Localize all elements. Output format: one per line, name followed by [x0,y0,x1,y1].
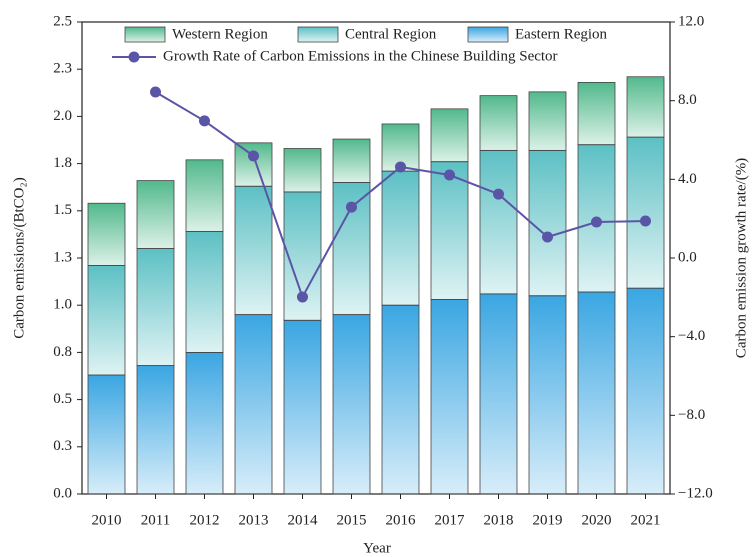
bar [626,287,665,495]
bar [185,159,224,232]
line-marker [493,188,504,200]
line-marker [297,291,308,303]
y2-tick-label: −8.0 [678,407,705,423]
line-marker [395,161,406,173]
bar [479,293,518,495]
bar [87,374,126,495]
x-tick-label: 2021 [631,512,661,528]
x-tick-label: 2012 [190,512,220,528]
bar [430,108,469,163]
bar [185,231,224,353]
bar [577,291,616,495]
bar [626,136,665,289]
legend-label: Growth Rate of Carbon Emissions in the C… [163,48,558,64]
y2-tick-label: 8.0 [678,92,697,108]
bar [283,148,322,193]
x-tick-label: 2015 [337,512,367,528]
y-tick-label: 0.5 [53,391,72,407]
bar [479,95,518,151]
bar [87,202,126,266]
y-tick-label: 2.3 [53,61,72,77]
legend-swatch [124,26,166,43]
y2-axis-label: Carbon emission growth rate/(%) [733,158,749,358]
legend-label: Western Region [172,26,268,42]
x-axis-label: Year [363,540,391,556]
bar [626,76,665,138]
y-tick-label: 0.0 [53,485,72,501]
legend-swatch [297,26,339,43]
line-marker [542,231,553,243]
bar [87,265,126,376]
bar [479,149,518,295]
bar [430,161,469,300]
y2-tick-label: −12.0 [678,485,713,501]
bar [332,138,371,183]
x-tick-label: 2010 [92,512,122,528]
line-marker [199,115,210,127]
y-tick-label: 2.5 [53,13,72,29]
y-axis-label: Carbon emissions/(BtCO₂) [11,177,27,338]
bar [430,299,469,495]
x-tick-label: 2016 [386,512,417,528]
y-tick-label: 1.8 [53,155,72,171]
bar [234,185,273,316]
bar [136,248,175,367]
bar [381,170,420,306]
x-tick-label: 2017 [435,512,466,528]
bar [577,82,616,146]
bar [528,91,567,151]
x-tick-label: 2018 [484,512,514,528]
y-tick-label: 1.3 [53,249,72,265]
bar [234,142,273,187]
line-marker [248,150,259,162]
y-tick-label: 1.0 [53,297,72,313]
legend-swatch [467,26,509,43]
bar [136,365,175,495]
y2-tick-label: −4.0 [678,328,705,344]
legend-label: Central Region [345,26,437,42]
y-tick-label: 1.5 [53,202,72,218]
line-marker [346,201,357,213]
y-tick-label: 0.8 [53,344,72,360]
x-tick-label: 2013 [239,512,269,528]
y-tick-label: 2.0 [53,108,72,124]
x-tick-label: 2019 [533,512,563,528]
bar [136,180,175,249]
y2-tick-label: 12.0 [678,13,704,29]
bar [283,319,322,495]
bar [332,314,371,495]
y2-tick-label: 0.0 [678,249,697,265]
bar [234,314,273,495]
line-marker [444,169,455,181]
line-marker [591,216,602,228]
x-tick-label: 2014 [288,512,319,528]
bar [381,304,420,495]
bar [528,149,567,297]
bar [185,351,224,495]
x-tick-label: 2020 [582,512,612,528]
y2-tick-label: 4.0 [678,171,697,187]
y-tick-label: 0.3 [53,438,72,454]
legend-label: Eastern Region [515,26,608,42]
x-tick-label: 2011 [141,512,170,528]
legend-swatch [128,51,140,63]
bar [528,295,567,495]
line-marker [640,215,651,227]
line-marker [150,86,161,98]
